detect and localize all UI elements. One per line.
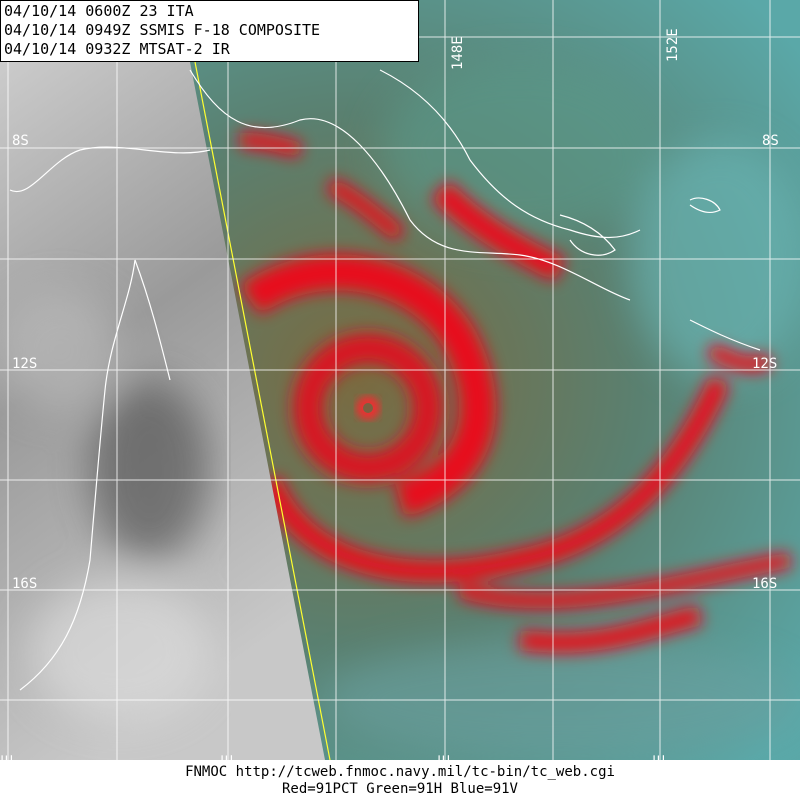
header-line: 04/10/14 0949Z SSMIS F-18 COMPOSITE: [4, 21, 320, 39]
lon-label: 152E: [652, 754, 668, 788]
lat-labels: 8S 8S 12S 12S 16S 16S: [12, 133, 779, 592]
header-line: 04/10/14 0600Z 23 ITA: [4, 2, 194, 20]
lon-label: 148E: [450, 36, 466, 70]
header: 04/10/14 0600Z 23 ITA 04/10/14 0949Z SSM…: [0, 0, 419, 62]
lon-label: 140E: [0, 754, 16, 788]
lon-label: 148E: [437, 754, 453, 788]
lon-labels: 148E 152E 140E 144E 148E 152E: [0, 28, 681, 788]
rain-bands: [239, 132, 792, 653]
lat-label: 8S: [762, 133, 779, 149]
lat-label: 12S: [752, 356, 777, 372]
header-line: 04/10/14 0932Z MTSAT-2 IR: [4, 40, 231, 58]
lat-label: 8S: [12, 133, 29, 149]
eye-center: [363, 403, 373, 413]
lon-label: 144E: [220, 754, 236, 788]
coastline: [9, 69, 761, 691]
ir-clouds: [0, 290, 210, 720]
footer-line: FNMOC http://tcweb.fnmoc.navy.mil/tc-bin…: [185, 764, 615, 780]
footer-line: Red=91PCT Green=91H Blue=91V: [282, 781, 519, 797]
lat-label: 12S: [12, 356, 37, 372]
lon-label: 152E: [665, 28, 681, 62]
swath-edge: [194, 61, 331, 760]
lat-label: 16S: [12, 576, 37, 592]
header-box: [0, 0, 419, 62]
grid: [0, 0, 800, 760]
ir-region: [0, 0, 325, 760]
lat-label: 16S: [752, 576, 777, 592]
